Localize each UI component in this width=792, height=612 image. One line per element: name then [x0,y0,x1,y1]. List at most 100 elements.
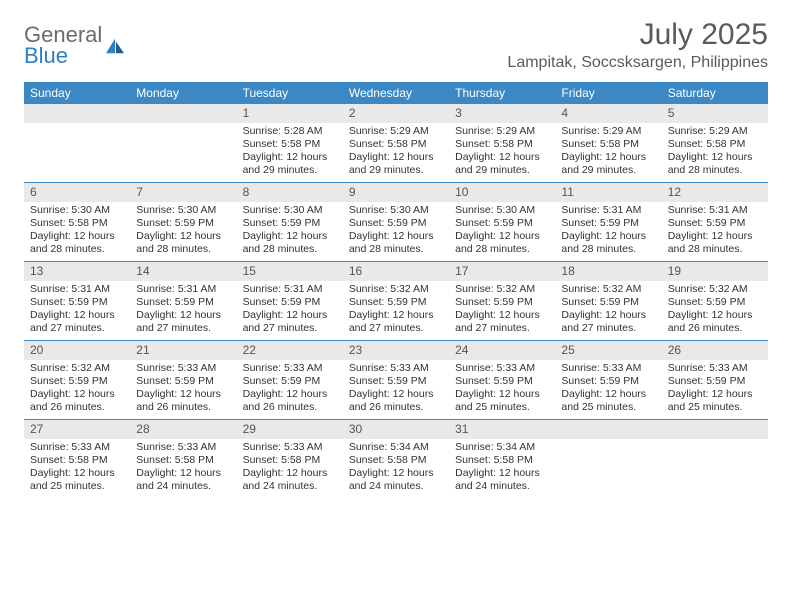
daylight-line: Daylight: 12 hours and 26 minutes. [349,388,443,414]
month-title: July 2025 [507,18,768,52]
sunrise-line: Sunrise: 5:31 AM [561,204,655,217]
daylight-line: Daylight: 12 hours and 29 minutes. [561,151,655,177]
sunset-line: Sunset: 5:58 PM [30,217,124,230]
title-block: July 2025 Lampitak, Soccsksargen, Philip… [507,18,768,72]
sunrise-line: Sunrise: 5:31 AM [668,204,762,217]
day-number: 9 [343,183,449,202]
sunset-line: Sunset: 5:59 PM [30,296,124,309]
day-number [555,420,661,439]
sunset-line: Sunset: 5:59 PM [136,296,230,309]
daylight-line: Daylight: 12 hours and 28 minutes. [668,230,762,256]
daylight-line: Daylight: 12 hours and 27 minutes. [243,309,337,335]
calendar-cell: 31Sunrise: 5:34 AMSunset: 5:58 PMDayligh… [449,420,555,498]
sunset-line: Sunset: 5:59 PM [668,217,762,230]
day-header: Wednesday [343,82,449,104]
day-number: 19 [662,262,768,281]
calendar-cell: 25Sunrise: 5:33 AMSunset: 5:59 PMDayligh… [555,341,661,419]
day-header: Tuesday [237,82,343,104]
sunset-line: Sunset: 5:59 PM [561,296,655,309]
sunrise-line: Sunrise: 5:31 AM [243,283,337,296]
day-number: 6 [24,183,130,202]
calendar-cell: 27Sunrise: 5:33 AMSunset: 5:58 PMDayligh… [24,420,130,498]
calendar-cell: 3Sunrise: 5:29 AMSunset: 5:58 PMDaylight… [449,104,555,182]
day-number: 24 [449,341,555,360]
cell-body: Sunrise: 5:31 AMSunset: 5:59 PMDaylight:… [662,202,768,261]
cell-body: Sunrise: 5:29 AMSunset: 5:58 PMDaylight:… [343,123,449,182]
cell-body: Sunrise: 5:33 AMSunset: 5:59 PMDaylight:… [343,360,449,419]
cell-body: Sunrise: 5:32 AMSunset: 5:59 PMDaylight:… [24,360,130,419]
sunset-line: Sunset: 5:58 PM [455,454,549,467]
cell-body: Sunrise: 5:29 AMSunset: 5:58 PMDaylight:… [555,123,661,182]
sunset-line: Sunset: 5:58 PM [30,454,124,467]
week-row: 1Sunrise: 5:28 AMSunset: 5:58 PMDaylight… [24,104,768,183]
cell-body: Sunrise: 5:33 AMSunset: 5:59 PMDaylight:… [662,360,768,419]
sunrise-line: Sunrise: 5:32 AM [455,283,549,296]
sunrise-line: Sunrise: 5:30 AM [243,204,337,217]
calendar-cell: 8Sunrise: 5:30 AMSunset: 5:59 PMDaylight… [237,183,343,261]
daylight-line: Daylight: 12 hours and 28 minutes. [455,230,549,256]
daylight-line: Daylight: 12 hours and 24 minutes. [136,467,230,493]
daylight-line: Daylight: 12 hours and 29 minutes. [243,151,337,177]
sunrise-line: Sunrise: 5:32 AM [668,283,762,296]
daylight-line: Daylight: 12 hours and 26 minutes. [30,388,124,414]
sunrise-line: Sunrise: 5:29 AM [561,125,655,138]
day-number: 3 [449,104,555,123]
day-number: 18 [555,262,661,281]
day-number: 22 [237,341,343,360]
sunrise-line: Sunrise: 5:29 AM [349,125,443,138]
day-number: 29 [237,420,343,439]
sunset-line: Sunset: 5:59 PM [243,296,337,309]
sunset-line: Sunset: 5:58 PM [243,454,337,467]
calendar-cell: 26Sunrise: 5:33 AMSunset: 5:59 PMDayligh… [662,341,768,419]
day-header: Thursday [449,82,555,104]
sunset-line: Sunset: 5:59 PM [668,296,762,309]
daylight-line: Daylight: 12 hours and 26 minutes. [136,388,230,414]
day-number: 31 [449,420,555,439]
cell-body: Sunrise: 5:30 AMSunset: 5:59 PMDaylight:… [449,202,555,261]
calendar-cell: 23Sunrise: 5:33 AMSunset: 5:59 PMDayligh… [343,341,449,419]
daylight-line: Daylight: 12 hours and 25 minutes. [561,388,655,414]
daylight-line: Daylight: 12 hours and 27 minutes. [30,309,124,335]
location: Lampitak, Soccsksargen, Philippines [507,54,768,72]
day-header: Sunday [24,82,130,104]
calendar-cell: 20Sunrise: 5:32 AMSunset: 5:59 PMDayligh… [24,341,130,419]
cell-body: Sunrise: 5:30 AMSunset: 5:58 PMDaylight:… [24,202,130,261]
daylight-line: Daylight: 12 hours and 26 minutes. [243,388,337,414]
daylight-line: Daylight: 12 hours and 24 minutes. [349,467,443,493]
cell-body: Sunrise: 5:30 AMSunset: 5:59 PMDaylight:… [343,202,449,261]
day-number: 27 [24,420,130,439]
daylight-line: Daylight: 12 hours and 28 minutes. [561,230,655,256]
sunset-line: Sunset: 5:59 PM [455,217,549,230]
logo-text-block: General Blue [24,24,102,67]
calendar-cell: 14Sunrise: 5:31 AMSunset: 5:59 PMDayligh… [130,262,236,340]
day-number: 5 [662,104,768,123]
day-number: 30 [343,420,449,439]
day-number: 10 [449,183,555,202]
day-number: 20 [24,341,130,360]
day-number: 16 [343,262,449,281]
cell-body: Sunrise: 5:29 AMSunset: 5:58 PMDaylight:… [662,123,768,182]
sunrise-line: Sunrise: 5:29 AM [668,125,762,138]
sunset-line: Sunset: 5:59 PM [243,375,337,388]
calendar-cell: 18Sunrise: 5:32 AMSunset: 5:59 PMDayligh… [555,262,661,340]
sunrise-line: Sunrise: 5:33 AM [136,441,230,454]
sunrise-line: Sunrise: 5:33 AM [30,441,124,454]
daylight-line: Daylight: 12 hours and 27 minutes. [349,309,443,335]
daylight-line: Daylight: 12 hours and 27 minutes. [455,309,549,335]
sunset-line: Sunset: 5:59 PM [561,375,655,388]
daylight-line: Daylight: 12 hours and 25 minutes. [455,388,549,414]
day-number: 17 [449,262,555,281]
sunset-line: Sunset: 5:58 PM [455,138,549,151]
daylight-line: Daylight: 12 hours and 28 minutes. [136,230,230,256]
sunrise-line: Sunrise: 5:33 AM [561,362,655,375]
day-number: 4 [555,104,661,123]
cell-body: Sunrise: 5:32 AMSunset: 5:59 PMDaylight:… [662,281,768,340]
sunset-line: Sunset: 5:59 PM [349,375,443,388]
calendar-cell: 13Sunrise: 5:31 AMSunset: 5:59 PMDayligh… [24,262,130,340]
cell-body: Sunrise: 5:31 AMSunset: 5:59 PMDaylight:… [555,202,661,261]
calendar-cell [130,104,236,182]
calendar-cell: 10Sunrise: 5:30 AMSunset: 5:59 PMDayligh… [449,183,555,261]
daylight-line: Daylight: 12 hours and 24 minutes. [455,467,549,493]
calendar-cell: 24Sunrise: 5:33 AMSunset: 5:59 PMDayligh… [449,341,555,419]
day-number: 7 [130,183,236,202]
